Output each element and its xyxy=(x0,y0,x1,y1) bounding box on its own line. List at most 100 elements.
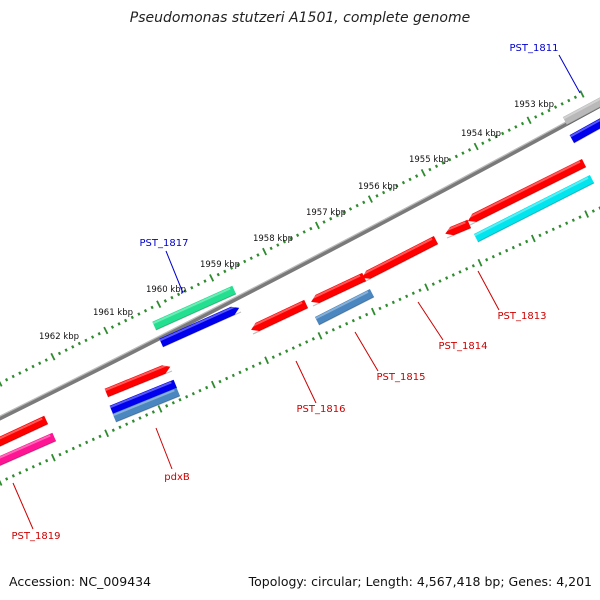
inner-tick-2 xyxy=(11,474,15,478)
feature-pst1815-red-highlight xyxy=(309,274,361,301)
scale-label-1: 1954 kbp xyxy=(461,129,501,139)
gene-label-pst-1813[interactable]: PST_1813 xyxy=(498,311,547,322)
outer-tick-13 xyxy=(84,338,88,343)
gene-label-pst-1819[interactable]: PST_1819 xyxy=(12,531,61,542)
inner-tick-4 xyxy=(25,468,29,472)
tick-labels: 1953 kbp 1954 kbp 1955 kbp 1956 kbp 1957 kbp… xyxy=(39,100,554,342)
inner-tick-30 xyxy=(198,388,202,393)
inner-tick-44 xyxy=(291,346,295,350)
feature-pst1811-blue[interactable] xyxy=(569,115,600,144)
feature-pdxb-red[interactable] xyxy=(104,364,173,398)
feature-pdxb-red-highlight xyxy=(104,364,167,392)
feature-pst1819-pink[interactable] xyxy=(0,432,57,470)
inner-tick-24 xyxy=(157,405,163,413)
outer-tick-43 xyxy=(282,240,286,244)
feature-pdxb-steel-body xyxy=(112,387,180,422)
scale-label-8: 1961 kbp xyxy=(93,308,133,318)
feature-pst1816-red[interactable] xyxy=(249,299,309,335)
leader-line-pst-1816 xyxy=(295,360,317,404)
genome-summary-text: Topology: circular; Length: 4,567,418 bp… xyxy=(248,574,592,589)
gene-label-pst-1816[interactable]: PST_1816 xyxy=(297,404,346,415)
feature-pst1812-red-body xyxy=(468,159,586,222)
feature-pst1815-steel-highlight xyxy=(315,290,369,320)
inner-tick-62 xyxy=(411,291,415,295)
gene-label-pst-1817[interactable]: PST_1817 xyxy=(140,238,189,249)
inner-tick-18 xyxy=(118,425,122,429)
inner-tick-5 xyxy=(31,465,35,469)
feature-pst1812-red[interactable] xyxy=(466,159,587,226)
inner-tick-87 xyxy=(578,215,582,219)
feature-pdxb-blue-body xyxy=(109,379,177,414)
gene-label-pst-1814[interactable]: PST_1814 xyxy=(439,341,488,352)
inner-tick-21 xyxy=(138,416,142,420)
inner-tick-36 xyxy=(238,370,242,375)
inner-tick-37 xyxy=(245,367,249,372)
outer-tick-12 xyxy=(77,341,81,346)
feature-pst1816-red-body xyxy=(251,299,308,331)
inner-tick-27 xyxy=(178,398,182,402)
inner-tick-23 xyxy=(151,410,155,414)
outer-tick-31 xyxy=(203,279,207,283)
feature-pst1814-red-highlight xyxy=(360,237,433,277)
gene-label-pst-1815[interactable]: PST_1815 xyxy=(377,372,426,383)
outer-tick-69 xyxy=(454,154,458,159)
scale-label-9: 1962 kbp xyxy=(39,332,79,342)
outer-tick-18 xyxy=(117,322,121,326)
outer-tick-32 xyxy=(209,274,215,282)
outer-tick-67 xyxy=(441,161,445,165)
inner-tick-47 xyxy=(311,337,315,341)
gene-label-pst-1811[interactable]: PST_1811 xyxy=(510,43,559,54)
feature-pst1812-cyan[interactable] xyxy=(473,175,595,243)
inner-tick-72 xyxy=(477,258,483,267)
outer-tick-49 xyxy=(322,220,326,224)
feature-pst1812-red-highlight xyxy=(466,160,581,220)
feature-pst1817-green[interactable] xyxy=(152,285,237,331)
feature-pst1815-steel-body xyxy=(314,289,374,325)
scale-label-2: 1955 kbp xyxy=(409,155,449,165)
inner-tick-80 xyxy=(530,234,536,243)
outer-tick-79 xyxy=(520,121,525,126)
feature-pdxb-steel[interactable] xyxy=(112,387,181,423)
feature-pst1814-red[interactable] xyxy=(360,236,439,283)
feature-pst1817-blue[interactable] xyxy=(159,305,242,348)
outer-tick-78 xyxy=(514,125,518,129)
map-title: Pseudomonas stutzeri A1501, complete gen… xyxy=(129,10,471,26)
outer-tick-64 xyxy=(420,168,426,177)
feature-pst1815-red[interactable] xyxy=(309,272,367,307)
inner-tick-52 xyxy=(345,321,349,326)
feature-pst1811-gray-body xyxy=(562,97,600,125)
inner-tick-31 xyxy=(205,385,209,390)
feature-pst1818-red-highlight xyxy=(0,417,43,440)
feature-pst1811-gray-shade xyxy=(566,106,600,126)
outer-tick-56 xyxy=(367,195,373,203)
outer-tick-65 xyxy=(428,167,432,172)
outer-tick-88 xyxy=(579,90,585,98)
inner-tick-50 xyxy=(331,328,335,332)
inner-tick-29 xyxy=(191,391,195,396)
feature-pst1818-red[interactable] xyxy=(0,415,49,451)
feature-pst1815-steel[interactable] xyxy=(314,289,375,326)
outer-tick-82 xyxy=(540,112,544,116)
outer-tick-57 xyxy=(375,194,379,198)
inner-tick-88 xyxy=(584,210,590,218)
feature-pst1811-gray[interactable] xyxy=(562,94,600,126)
inner-tick-25 xyxy=(165,404,169,408)
feature-pst1813-red[interactable] xyxy=(443,219,472,239)
outer-tick-55 xyxy=(362,200,366,205)
inner-tick-77 xyxy=(511,245,515,250)
outer-tick-7 xyxy=(44,358,48,362)
outer-tick-19 xyxy=(124,318,128,323)
feature-pst1812-cyan-highlight xyxy=(474,176,589,237)
feature-pst1819-pink-body xyxy=(0,432,56,466)
inner-tick-10 xyxy=(65,449,69,454)
leader-line-pdxb xyxy=(155,427,173,470)
feature-pst1815-steel-shade xyxy=(318,296,375,326)
outer-tick-10 xyxy=(64,348,68,352)
feature-pst1817-blue-shade xyxy=(162,311,242,348)
gene-label-pdxb[interactable]: pdxB xyxy=(164,472,190,483)
tick-ring-outer xyxy=(0,90,585,387)
inner-tick-86 xyxy=(571,218,575,222)
outer-tick-77 xyxy=(507,128,511,132)
feature-pdxb-steel-highlight xyxy=(112,389,175,417)
